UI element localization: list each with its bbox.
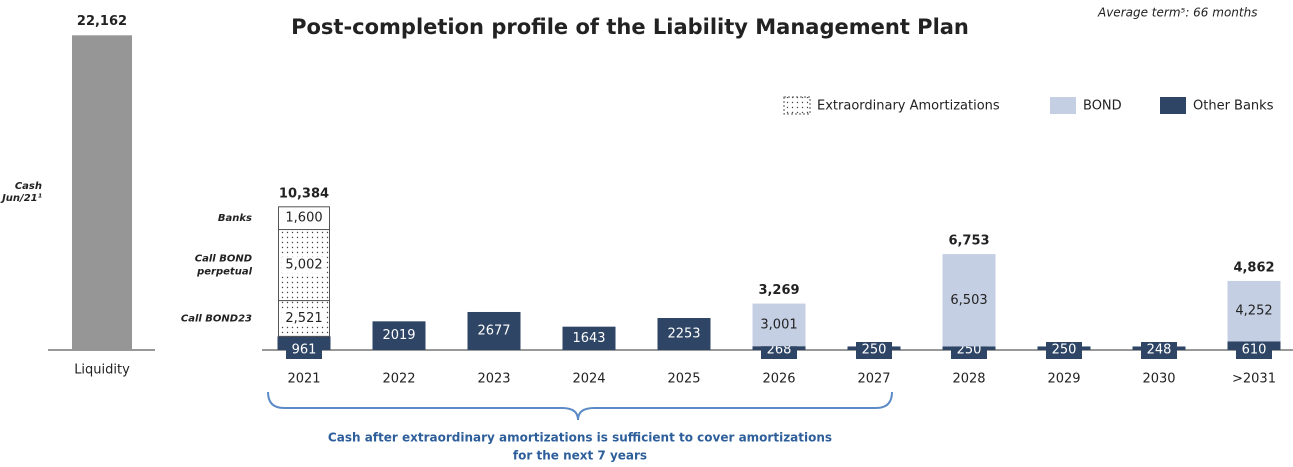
total-label: 4,862 [1233, 260, 1274, 275]
value-label: 5,002 [285, 258, 322, 273]
value-label: 3,001 [760, 317, 797, 332]
annotation: Cash after extraordinary amortizations i… [328, 431, 832, 445]
x-tick-label: 2021 [287, 372, 320, 387]
subtitle: Average term⁵: 66 months [1097, 6, 1257, 20]
bar-segment [372, 321, 426, 350]
legend-swatch [1050, 97, 1076, 114]
bar-segment [467, 311, 521, 350]
label-box [761, 342, 797, 359]
x-tick-label: Liquidity [74, 363, 130, 378]
annotation: Jun/21¹ [0, 193, 42, 204]
label-box [1046, 342, 1082, 359]
x-tick-label: 2025 [667, 372, 700, 387]
label-box [1236, 342, 1272, 359]
x-tick-label: >2031 [1232, 372, 1276, 387]
label-bg [282, 210, 326, 227]
value-label: 248 [1147, 343, 1172, 358]
legend-label: BOND [1083, 99, 1122, 114]
segment-name: perpetual [196, 267, 252, 278]
value-label: 4,252 [1235, 304, 1272, 319]
bar-segment [942, 254, 996, 347]
value-label: 250 [862, 343, 887, 358]
segment-name: Call BOND [195, 254, 252, 265]
total-label: 10,384 [279, 186, 329, 201]
total-label: 6,753 [948, 234, 989, 249]
label-bg [282, 310, 326, 327]
x-tick-label: 2030 [1142, 372, 1175, 387]
label-box [286, 342, 322, 359]
bar-segment [752, 303, 806, 347]
bar-segment [657, 318, 711, 350]
chart-title: Post-completion profile of the Liability… [291, 15, 969, 39]
annotation: Cash [15, 181, 42, 192]
value-label: 2019 [382, 328, 415, 343]
legend-swatch [1160, 97, 1186, 114]
legend-label: Extraordinary Amortizations [817, 99, 1000, 114]
value-label: 2253 [667, 327, 700, 342]
brace [267, 391, 893, 421]
x-tick-label: 2029 [1047, 372, 1080, 387]
value-label: 1643 [572, 331, 605, 346]
bar-segment [1227, 280, 1281, 342]
label-box [1141, 342, 1177, 359]
x-tick-label: 2028 [952, 372, 985, 387]
x-tick-label: 2026 [762, 372, 795, 387]
value-label: 22,162 [77, 14, 127, 29]
bar-segment [562, 326, 616, 350]
x-tick-label: 2024 [572, 372, 605, 387]
label-bg [282, 257, 326, 274]
legend-label: Other Banks [1193, 99, 1274, 114]
value-label: 6,503 [950, 293, 987, 308]
value-label: 2677 [477, 323, 510, 338]
value-label: 268 [767, 343, 792, 358]
segment-name: Banks [218, 213, 252, 224]
bar [72, 35, 132, 351]
x-tick-label: 2023 [477, 372, 510, 387]
value-label: 610 [1242, 343, 1267, 358]
x-tick-label: 2022 [382, 372, 415, 387]
value-label: 961 [292, 343, 317, 358]
value-label: 2,521 [285, 311, 322, 326]
value-label: 1,600 [285, 211, 322, 226]
label-box [856, 342, 892, 359]
value-label: 250 [1052, 343, 1077, 358]
legend-swatch [783, 96, 811, 115]
total-label: 3,269 [758, 283, 799, 298]
segment-name: Call BOND23 [181, 313, 252, 324]
x-tick-label: 2027 [857, 372, 890, 387]
annotation: for the next 7 years [513, 449, 647, 463]
